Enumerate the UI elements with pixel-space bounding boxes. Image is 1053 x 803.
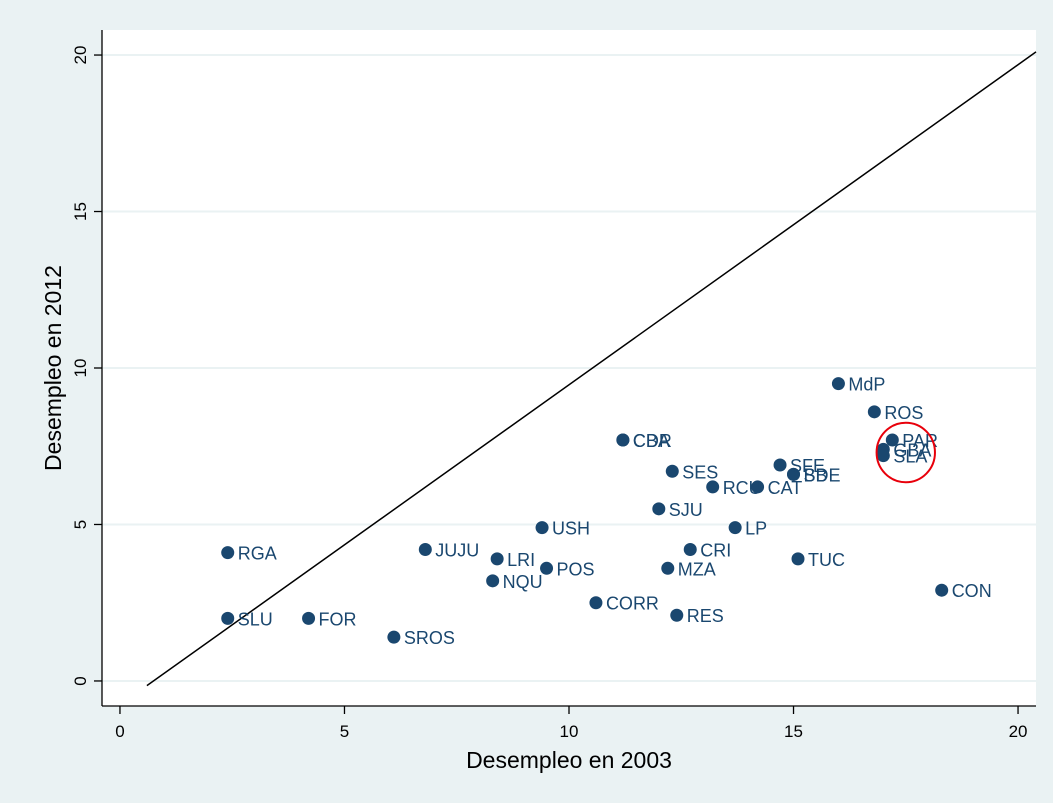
x-tick-label: 0	[115, 722, 124, 741]
point-label: CDR	[633, 431, 672, 451]
y-axis-title: Desempleo en 2012	[40, 265, 66, 471]
data-point	[867, 405, 881, 419]
data-point	[221, 611, 235, 625]
data-point	[486, 574, 500, 588]
data-point	[418, 543, 432, 557]
data-point	[773, 458, 787, 472]
point-label: LP	[745, 519, 767, 539]
point-label: SLU	[238, 609, 273, 629]
x-tick-label: 20	[1009, 722, 1028, 741]
point-label: CORR	[606, 594, 659, 614]
point-label: GBA	[893, 440, 931, 460]
point-label: JUJU	[435, 541, 479, 561]
point-label: RGA	[238, 544, 277, 564]
point-label: BB	[804, 465, 828, 485]
x-tick-label: 15	[784, 722, 803, 741]
data-points	[221, 377, 949, 644]
data-point	[670, 608, 684, 622]
point-label: CAT	[768, 478, 803, 498]
point-label: TUC	[808, 550, 845, 570]
point-label: MdP	[848, 375, 885, 395]
y-tick-label: 5	[71, 520, 90, 529]
data-point	[706, 480, 720, 494]
point-label: POS	[557, 559, 595, 579]
data-point	[616, 433, 630, 447]
point-label: RES	[687, 606, 724, 626]
x-axis-title: Desempleo en 2003	[466, 747, 672, 773]
data-point	[387, 630, 401, 644]
x-tick-label: 5	[340, 722, 349, 741]
y-tick-label: 0	[71, 676, 90, 685]
data-point	[221, 546, 235, 560]
data-point	[302, 611, 316, 625]
point-label: SES	[682, 462, 718, 482]
data-point	[535, 521, 549, 535]
point-label: SDE	[804, 465, 841, 485]
point-label: SLA	[893, 447, 927, 467]
data-point	[490, 552, 504, 566]
point-label: SFE	[790, 456, 825, 476]
data-point	[935, 583, 949, 597]
data-point	[831, 377, 845, 391]
x-axis-ticks: 0 5 10 15 20	[115, 706, 1027, 741]
data-point	[540, 561, 554, 575]
point-label: NQU	[503, 572, 543, 592]
point-label: CON	[952, 581, 992, 601]
data-point	[787, 467, 801, 481]
data-point	[683, 543, 697, 557]
point-label: FOR	[319, 609, 357, 629]
data-point	[876, 449, 890, 463]
y-tick-label: 10	[71, 359, 90, 378]
y-axis-ticks: 0 5 10 15 20	[71, 46, 102, 686]
point-label: CRI	[700, 541, 731, 561]
point-label: CBA	[633, 431, 670, 451]
point-label: RCU	[723, 478, 762, 498]
data-point	[728, 521, 742, 535]
point-label: LRI	[507, 550, 535, 570]
reference-line	[146, 51, 1037, 687]
data-point	[661, 561, 675, 575]
data-point	[885, 433, 899, 447]
gridlines	[102, 54, 1036, 682]
data-point	[665, 464, 679, 478]
point-label: SJU	[669, 500, 703, 520]
data-point	[589, 596, 603, 610]
highlight-ellipse	[875, 421, 936, 484]
point-label: MZA	[678, 559, 716, 579]
data-point	[751, 480, 765, 494]
point-label: USH	[552, 519, 590, 539]
point-label: SROS	[404, 628, 455, 648]
data-point	[791, 552, 805, 566]
x-tick-label: 10	[560, 722, 579, 741]
data-point	[652, 502, 666, 516]
y-tick-label: 20	[71, 46, 90, 65]
point-label: ROS	[884, 403, 923, 423]
y-tick-label: 15	[71, 202, 90, 221]
